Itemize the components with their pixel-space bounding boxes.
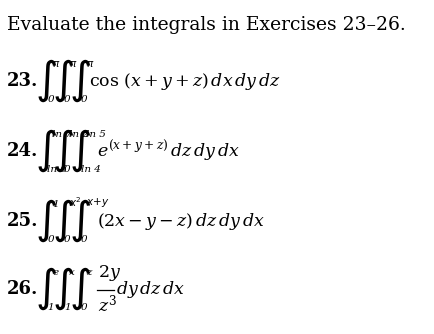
Text: 26.: 26.	[7, 280, 38, 298]
Text: $\int$: $\int$	[35, 198, 57, 244]
Text: $\int$: $\int$	[35, 266, 57, 312]
Text: ln 6: ln 6	[47, 165, 67, 174]
Text: 0: 0	[81, 95, 88, 104]
Text: $\pi$: $\pi$	[52, 59, 61, 69]
Text: $\pi$: $\pi$	[69, 59, 77, 69]
Text: $\int$: $\int$	[69, 128, 91, 174]
Text: $(2x - y - z)\,dz\,dy\,dx$: $(2x - y - z)\,dz\,dy\,dx$	[97, 210, 264, 231]
Text: ln 7: ln 7	[52, 130, 72, 139]
Text: $\int$: $\int$	[69, 58, 91, 104]
Text: 0: 0	[64, 95, 71, 104]
Text: $\int$: $\int$	[52, 58, 74, 104]
Text: 0: 0	[81, 303, 88, 312]
Text: $e^{(x+y+z)}\,dz\,dy\,dx$: $e^{(x+y+z)}\,dz\,dy\,dx$	[97, 138, 239, 164]
Text: x: x	[69, 268, 75, 277]
Text: 24.: 24.	[7, 142, 38, 160]
Text: $\int$: $\int$	[52, 128, 74, 174]
Text: $x^2$: $x^2$	[69, 195, 82, 209]
Text: 0: 0	[64, 165, 71, 174]
Text: 23.: 23.	[7, 72, 38, 90]
Text: $\int$: $\int$	[52, 266, 74, 312]
Text: $\pi$: $\pi$	[86, 59, 94, 69]
Text: ln 5: ln 5	[86, 130, 106, 139]
Text: $\int$: $\int$	[69, 266, 91, 312]
Text: $\int$: $\int$	[35, 128, 57, 174]
Text: 1: 1	[64, 303, 71, 312]
Text: $\cos\,(x + y + z)\,dx\,dy\,dz$: $\cos\,(x + y + z)\,dx\,dy\,dz$	[89, 70, 279, 92]
Text: $2y$: $2y$	[98, 263, 121, 283]
Text: ln 4: ln 4	[81, 165, 101, 174]
Text: ln 2: ln 2	[69, 130, 89, 139]
Text: $x\!+\!y$: $x\!+\!y$	[86, 196, 110, 209]
Text: 25.: 25.	[7, 212, 38, 230]
Text: 0: 0	[47, 235, 54, 244]
Text: 0: 0	[64, 235, 71, 244]
Text: $\int$: $\int$	[35, 58, 57, 104]
Text: e: e	[52, 268, 58, 277]
Text: $\int$: $\int$	[69, 198, 91, 244]
Text: 0: 0	[47, 95, 54, 104]
Text: Evaluate the integrals in Exercises 23–26.: Evaluate the integrals in Exercises 23–2…	[7, 16, 404, 34]
Text: $z^3$: $z^3$	[98, 293, 116, 315]
Text: z: z	[86, 268, 92, 277]
Text: $\int$: $\int$	[52, 198, 74, 244]
Text: 1: 1	[52, 200, 59, 209]
Text: $dy\,dz\,dx$: $dy\,dz\,dx$	[116, 279, 185, 300]
Text: 1: 1	[47, 303, 54, 312]
Text: 0: 0	[81, 235, 88, 244]
